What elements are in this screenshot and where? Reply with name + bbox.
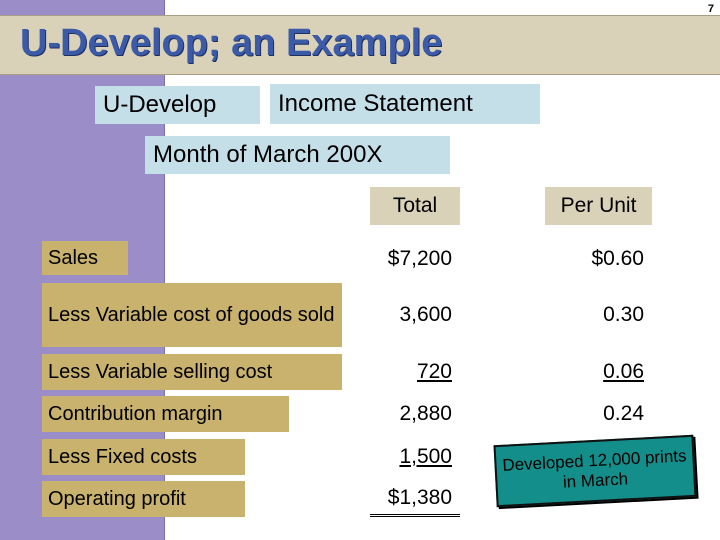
slide-title: U-Develop; an Example — [20, 22, 443, 64]
page-number: 7 — [707, 3, 714, 15]
row-label-sales: Sales — [42, 241, 128, 275]
row-label-contribution-margin: Contribution margin — [42, 396, 289, 432]
total-fixed-costs: 1,500 — [399, 445, 452, 468]
report-name: Income Statement — [270, 84, 540, 124]
total-operating-profit: $1,380 — [370, 481, 460, 517]
note-text: Developed 12,000 prints in March — [501, 445, 687, 492]
total-contribution-margin: 2,880 — [399, 402, 452, 425]
total-sales: $7,200 — [387, 247, 452, 270]
company-name: U-Develop — [95, 86, 260, 124]
column-header-total: Total — [370, 187, 460, 225]
note-callout: Developed 12,000 prints in March — [493, 434, 697, 508]
column-header-per-unit: Per Unit — [545, 187, 652, 225]
row-label-variable-selling: Less Variable selling cost — [42, 354, 342, 390]
total-variable-selling: 720 — [416, 360, 452, 383]
per-unit-contribution-margin: 0.24 — [603, 402, 644, 425]
title-banner — [0, 15, 720, 75]
row-label-operating-profit: Operating profit — [42, 481, 245, 517]
per-unit-sales: $0.60 — [591, 247, 644, 270]
total-variable-cogs: 3,600 — [399, 303, 452, 326]
report-period: Month of March 200X — [145, 136, 450, 174]
per-unit-variable-cogs: 0.30 — [603, 303, 644, 326]
row-label-fixed-costs: Less Fixed costs — [42, 439, 245, 475]
per-unit-variable-selling: 0.06 — [603, 360, 644, 383]
row-label-variable-cogs: Less Variable cost of goods sold — [42, 283, 342, 347]
